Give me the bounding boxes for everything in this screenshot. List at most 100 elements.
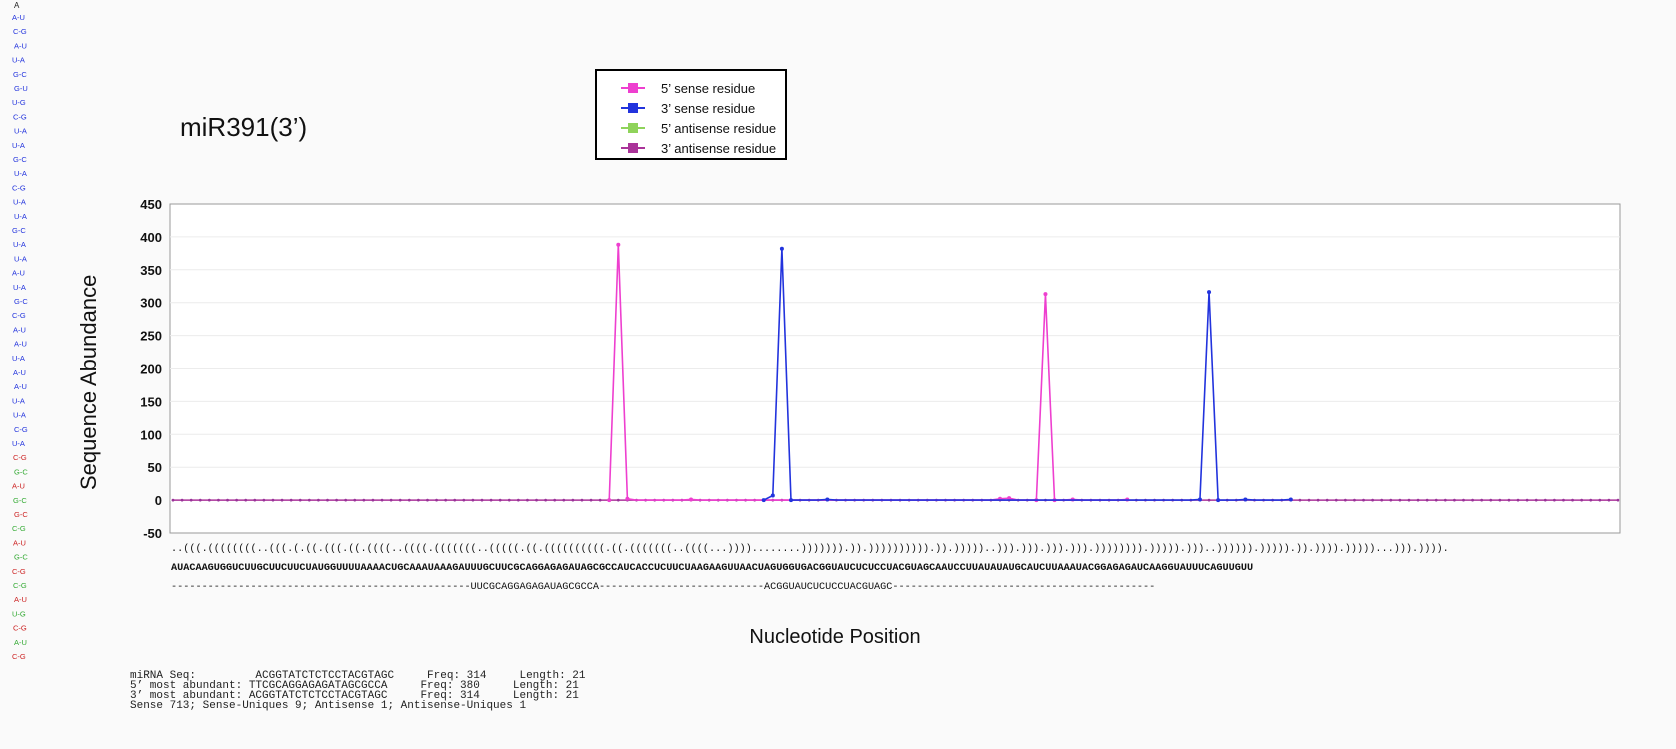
baseline-point bbox=[180, 498, 184, 502]
hairpin-pair: C-G bbox=[13, 581, 27, 590]
hairpin-pair: U-A bbox=[14, 212, 27, 221]
data-point bbox=[825, 497, 830, 502]
legend-swatch bbox=[621, 122, 645, 134]
legend-item-5p-antisense: 5’ antisense residue bbox=[621, 118, 776, 138]
baseline-point bbox=[1416, 498, 1420, 502]
baseline-point bbox=[1498, 498, 1502, 502]
baseline-point bbox=[171, 498, 175, 502]
y-tick-label: -50 bbox=[143, 526, 162, 541]
baseline-point bbox=[326, 498, 329, 502]
summary-block: miRNA Seq: ACGGTATCTCTCCTACGTAGC Freq: 3… bbox=[130, 670, 586, 712]
legend-label: 3’ antisense residue bbox=[661, 140, 777, 156]
data-point bbox=[779, 246, 784, 251]
legend-item-5p-sense: 5’ sense residue bbox=[621, 78, 755, 98]
line-chart: 450 400 350 300 250 200 150 100 50 0 -50 bbox=[140, 197, 1621, 541]
baseline-point bbox=[1562, 498, 1565, 502]
hairpin-pair: A-U bbox=[14, 595, 27, 604]
hairpin-pair: A-U bbox=[14, 340, 27, 349]
hairpin-pair: A-U bbox=[12, 13, 25, 22]
baseline-point bbox=[1480, 498, 1484, 502]
baseline-point bbox=[416, 498, 420, 502]
baseline-point bbox=[589, 498, 593, 502]
baseline-point bbox=[1580, 498, 1584, 502]
data-point bbox=[689, 497, 694, 502]
baseline-point bbox=[1398, 498, 1402, 502]
baseline-point bbox=[1552, 498, 1556, 502]
baseline-point bbox=[453, 498, 457, 502]
baseline-point bbox=[1407, 498, 1411, 502]
hairpin-pair: A-U bbox=[14, 638, 27, 647]
baseline-point bbox=[335, 498, 338, 502]
y-tick-label: 300 bbox=[140, 296, 162, 311]
baseline-point bbox=[1598, 498, 1602, 502]
hairpin-pair: U-A bbox=[12, 56, 25, 65]
baseline-point bbox=[489, 498, 493, 502]
data-point bbox=[1197, 497, 1202, 502]
hairpin-structure-diagram: A A-U C-G A-U U-A G-C G-U U-G C-G U-A U-A G-C U-A C-G… bbox=[12, 1, 28, 661]
hairpin-pair: A-U bbox=[12, 269, 25, 278]
baseline-point bbox=[398, 498, 402, 502]
hairpin-pair: U-A bbox=[14, 127, 27, 136]
baseline-point bbox=[1516, 498, 1520, 502]
baseline-point bbox=[544, 498, 548, 502]
legend-swatch bbox=[621, 82, 645, 94]
hairpin-pair: U-A bbox=[12, 396, 25, 405]
baseline-point bbox=[317, 498, 320, 502]
data-point bbox=[1207, 290, 1212, 295]
baseline-point bbox=[244, 498, 248, 502]
baseline-point bbox=[553, 498, 557, 502]
y-tick-label: 400 bbox=[140, 230, 162, 245]
baseline-point bbox=[526, 498, 529, 502]
baseline-point bbox=[571, 498, 575, 502]
baseline-point bbox=[207, 498, 211, 502]
summary-line: Sense 713; Sense-Uniques 9; Antisense 1;… bbox=[130, 700, 527, 712]
hairpin-pair: C-G bbox=[12, 524, 26, 533]
baseline-point bbox=[262, 498, 266, 502]
hairpin-pair: G-C bbox=[14, 297, 28, 306]
baseline-point bbox=[435, 498, 438, 502]
legend-swatch bbox=[621, 142, 645, 154]
baseline-point bbox=[1334, 498, 1338, 502]
y-tick-label: 200 bbox=[140, 362, 162, 377]
baseline-point bbox=[1343, 498, 1347, 502]
baseline-point bbox=[371, 498, 375, 502]
baseline-point bbox=[471, 498, 475, 502]
data-point bbox=[788, 498, 793, 503]
summary-line: miRNA Seq: ACGGTATCTCTCCTACGTAGC Freq: 3… bbox=[130, 670, 586, 682]
hairpin-pair: A-U bbox=[14, 41, 27, 50]
hairpin-pair: U-A bbox=[13, 283, 26, 292]
legend: 5’ sense residue 3’ sense residue 5’ ant… bbox=[595, 69, 787, 160]
y-tick-label: 150 bbox=[140, 394, 162, 409]
baseline-point bbox=[580, 498, 584, 502]
hairpin-pair: G-C bbox=[14, 467, 28, 476]
y-tick-label: 350 bbox=[140, 263, 162, 278]
legend-label: 3’ sense residue bbox=[661, 100, 756, 116]
hairpin-pair: U-A bbox=[12, 354, 25, 363]
baseline-point bbox=[1507, 498, 1511, 502]
baseline-point bbox=[217, 498, 220, 502]
baseline-point bbox=[480, 498, 484, 502]
baseline-point bbox=[253, 498, 257, 502]
baseline-point bbox=[280, 498, 284, 502]
y-tick-label: 50 bbox=[148, 460, 162, 475]
data-point bbox=[625, 496, 630, 501]
legend-item-3p-antisense: 3’ antisense residue bbox=[621, 138, 776, 158]
data-point bbox=[761, 498, 766, 503]
hairpin-pair: U-A bbox=[13, 411, 26, 420]
hairpin-pair: A-U bbox=[13, 538, 26, 547]
hairpin-pair: G-C bbox=[13, 155, 27, 164]
sequence-line: AUACAAGUGGUCUUGCUUCUUCUAUGGUUUUAAAACUGCA… bbox=[171, 563, 1254, 574]
hairpin-pair: C-G bbox=[13, 112, 27, 121]
baseline-point bbox=[562, 498, 566, 502]
series-line bbox=[763, 248, 1291, 501]
hairpin-pair: U-A bbox=[12, 439, 25, 448]
baseline-point bbox=[1353, 498, 1356, 502]
baseline-point bbox=[1380, 498, 1384, 502]
baseline-point bbox=[1425, 498, 1429, 502]
baseline-point bbox=[298, 498, 302, 502]
baseline-point bbox=[1571, 498, 1574, 502]
baseline-point bbox=[1453, 498, 1456, 502]
hairpin-pair: C-G bbox=[13, 453, 27, 462]
baseline-point bbox=[1307, 498, 1311, 502]
baseline-point bbox=[535, 498, 538, 502]
